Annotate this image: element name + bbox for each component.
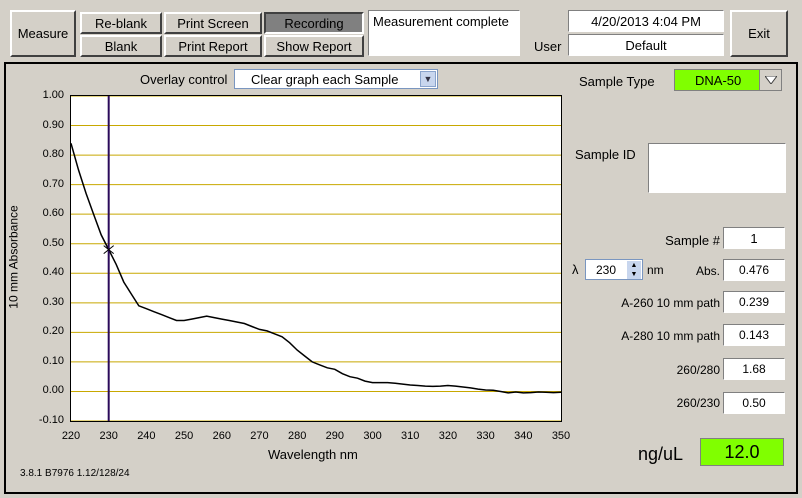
x-tick-label: 330 xyxy=(476,430,495,442)
a260-field: 0.239 xyxy=(723,291,785,313)
version-label: 3.8.1 B7976 1.12/128/24 xyxy=(20,468,130,479)
y-tick-label: 0.90 xyxy=(42,118,64,131)
ratio-260-230-field: 0.50 xyxy=(723,392,785,414)
sample-type-value: DNA-50 xyxy=(695,73,742,88)
x-tick-label: 300 xyxy=(363,430,382,442)
ratio-260-280-label: 260/280 xyxy=(676,363,720,377)
y-tick-label: 0.10 xyxy=(42,354,64,367)
a260-label: A-260 10 mm path xyxy=(621,296,720,310)
main-panel xyxy=(4,62,798,494)
x-tick-label: 310 xyxy=(401,430,420,442)
x-tick-label: 340 xyxy=(514,430,533,442)
wavelength-unit: nm xyxy=(647,263,664,277)
absorbance-plot[interactable] xyxy=(70,95,562,422)
datetime-display: 4/20/2013 4:04 PM xyxy=(568,10,724,32)
y-tick-label: 0.20 xyxy=(42,325,64,338)
wavelength-value: 230 xyxy=(596,263,617,277)
x-tick-label: 270 xyxy=(250,430,269,442)
print-report-button[interactable]: Print Report xyxy=(164,35,262,57)
stepper-up-icon[interactable]: ▲ xyxy=(627,261,641,270)
sample-type-select[interactable]: DNA-50 xyxy=(674,69,782,91)
reblank-button[interactable]: Re-blank xyxy=(80,12,162,34)
y-tick-label: -0.10 xyxy=(38,414,64,426)
x-tick-label: 240 xyxy=(137,430,156,442)
overlay-control-value: Clear graph each Sample xyxy=(251,72,399,87)
y-tick-label: 0.30 xyxy=(42,295,64,308)
concentration-label: ng/uL xyxy=(638,444,684,464)
print-screen-button[interactable]: Print Screen xyxy=(164,12,262,34)
exit-button[interactable]: Exit xyxy=(730,10,788,57)
sample-number-label: Sample # xyxy=(665,233,720,248)
x-tick-label: 250 xyxy=(174,430,194,442)
lambda-symbol: λ xyxy=(572,262,579,277)
stepper-down-icon[interactable]: ▼ xyxy=(627,270,641,279)
sample-id-label: Sample ID xyxy=(575,147,636,162)
user-label: User xyxy=(534,39,562,54)
blank-button[interactable]: Blank xyxy=(80,35,162,57)
cursor-marker xyxy=(103,245,115,255)
overlay-control-select[interactable]: Clear graph each Sample ▼ xyxy=(234,69,438,89)
user-field: Default xyxy=(568,34,724,56)
ratio-260-280-field: 1.68 xyxy=(723,358,785,380)
a280-field: 0.143 xyxy=(723,324,785,346)
chevron-down-icon[interactable] xyxy=(759,70,781,90)
abs-label: Abs. xyxy=(695,264,720,278)
chevron-down-icon[interactable]: ▼ xyxy=(420,71,436,87)
x-axis-label: Wavelength nm xyxy=(268,447,358,462)
plot-svg xyxy=(70,95,562,422)
concentration-display: 12.0 xyxy=(700,438,784,466)
x-tick-label: 290 xyxy=(325,430,345,442)
sample-number-field: 1 xyxy=(723,227,785,249)
x-tick-label: 320 xyxy=(438,430,458,442)
y-tick-label: 0.70 xyxy=(42,177,64,190)
status-message: Measurement complete xyxy=(368,10,520,56)
wavelength-stepper[interactable]: 230 ▲ ▼ xyxy=(585,259,643,280)
y-tick-label: 0.80 xyxy=(42,148,64,161)
y-axis-label: 10 mm Absorbance xyxy=(6,205,21,309)
recording-toggle[interactable]: Recording xyxy=(264,12,364,34)
y-tick-label: 0.50 xyxy=(42,236,64,249)
y-tick-label: 0.60 xyxy=(42,207,64,220)
x-tick-label: 230 xyxy=(99,430,118,442)
ratio-260-230-label: 260/230 xyxy=(676,396,720,410)
x-tick-label: 220 xyxy=(61,430,81,442)
y-tick-label: 0.40 xyxy=(42,266,64,279)
y-tick-label: 0.00 xyxy=(42,384,64,397)
abs-field: 0.476 xyxy=(723,259,785,281)
x-tick-label: 280 xyxy=(287,430,307,442)
measure-button[interactable]: Measure xyxy=(10,10,76,57)
overlay-control-label: Overlay control xyxy=(140,72,228,87)
a280-label: A-280 10 mm path xyxy=(621,329,720,343)
x-tick-label: 350 xyxy=(551,430,571,442)
show-report-button[interactable]: Show Report xyxy=(264,35,364,57)
sample-id-field[interactable] xyxy=(648,143,786,193)
y-tick-label: 1.00 xyxy=(42,89,64,101)
x-tick-label: 260 xyxy=(212,430,231,442)
absorbance-series-line xyxy=(70,143,562,394)
sample-type-label: Sample Type xyxy=(579,74,655,89)
